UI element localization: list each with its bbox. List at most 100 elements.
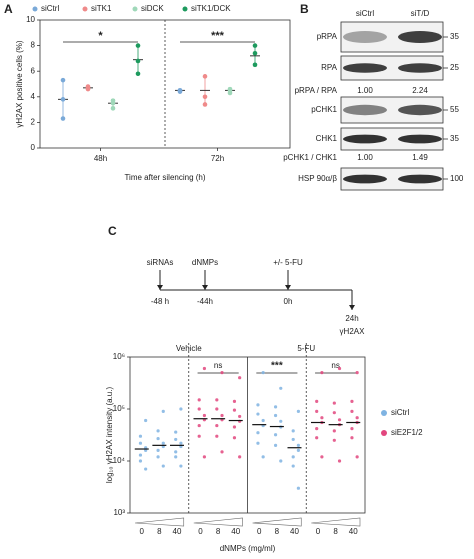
legend-marker	[82, 6, 88, 12]
band	[343, 63, 387, 73]
dose-wedge	[193, 517, 243, 527]
data-point	[273, 413, 278, 418]
panel-letter: B	[300, 2, 309, 16]
band	[398, 63, 442, 73]
data-point	[273, 405, 278, 409]
data-point	[355, 371, 359, 375]
data-point	[138, 441, 143, 445]
data-point	[252, 50, 258, 56]
data-point	[337, 459, 342, 463]
timeline: siRNAs -48 h dNMPs -44h +/- 5-FU 0h 24h γH2AX	[147, 258, 365, 336]
data-point	[279, 419, 283, 423]
data-point	[315, 426, 319, 431]
data-point	[350, 426, 354, 431]
significance-label: ns	[331, 361, 339, 370]
lane-label: siCtrl	[356, 9, 374, 18]
data-point	[291, 455, 295, 459]
y-tick-label: 10⁴	[113, 456, 126, 465]
data-point	[144, 418, 148, 423]
data-point	[320, 455, 324, 459]
legend-marker	[381, 410, 387, 416]
data-point	[85, 86, 91, 92]
data-point	[138, 434, 143, 438]
x-tick-label: 8	[216, 527, 221, 536]
data-point	[161, 464, 165, 468]
x-tick-label: 8	[157, 527, 162, 536]
y-tick-label: 0	[31, 143, 36, 152]
x-tick-label: 40	[231, 527, 240, 536]
data-point	[296, 443, 300, 447]
data-point	[315, 409, 319, 413]
x-axis-label: dNMPs (mg/ml)	[220, 544, 276, 553]
data-point	[256, 412, 260, 416]
data-point	[110, 106, 116, 111]
data-point	[279, 386, 283, 390]
y-tick-label: 6	[31, 66, 36, 75]
data-point	[261, 418, 265, 423]
ratio-value: 1.00	[357, 153, 373, 162]
y-axis-label: log₁₀ γH2AX intensity (a.u.)	[105, 387, 114, 484]
data-point	[138, 453, 143, 457]
arrow-head	[202, 285, 208, 290]
row-label: HSP 90α/β	[298, 174, 337, 183]
dose-wedge	[252, 517, 302, 527]
legend-label: siE2F1/2	[391, 428, 423, 437]
data-point	[174, 450, 178, 454]
marker-label: 25	[450, 63, 459, 72]
data-point	[202, 455, 206, 459]
data-point	[291, 464, 295, 468]
data-point	[215, 398, 219, 402]
data-point	[315, 399, 319, 404]
data-point	[215, 423, 219, 428]
data-point	[60, 116, 66, 121]
group-label: 5-FU	[297, 344, 315, 353]
data-point	[238, 376, 242, 380]
data-point	[232, 399, 237, 404]
data-point	[202, 413, 206, 418]
legend-label: siDCK	[141, 4, 164, 13]
panel-letter: C	[108, 224, 117, 238]
band	[398, 174, 442, 184]
significance-label: ***	[271, 361, 283, 372]
arrow-head	[285, 285, 291, 290]
data-point	[252, 62, 258, 68]
band	[343, 104, 387, 116]
legend-marker	[182, 6, 188, 12]
data-point	[232, 436, 237, 440]
data-point	[156, 429, 160, 433]
marker-label: 35	[450, 32, 459, 41]
data-point	[174, 437, 178, 442]
data-point	[60, 77, 66, 83]
data-point	[320, 416, 324, 420]
x-tick-label: 0	[140, 527, 145, 536]
legend-label: siCtrl	[41, 4, 59, 13]
marker-label: 35	[450, 134, 459, 143]
data-point	[337, 418, 342, 422]
data-point	[174, 455, 178, 459]
data-point	[232, 408, 237, 412]
x-tick-label: 8	[275, 527, 280, 536]
event-time: -44h	[197, 297, 213, 306]
legend-marker	[132, 6, 138, 12]
data-point	[138, 459, 143, 463]
event-label: +/- 5-FU	[273, 258, 303, 267]
data-point	[215, 434, 219, 438]
data-point	[291, 437, 295, 442]
data-point	[110, 100, 116, 106]
data-point	[135, 43, 141, 48]
arrow-head	[157, 285, 163, 290]
data-point	[202, 74, 208, 79]
data-point	[202, 94, 208, 100]
y-tick-label: 4	[31, 92, 36, 101]
y-axis-label: γH2AX positive cells (%)	[15, 40, 24, 127]
x-tick-label: 72h	[211, 154, 224, 163]
ratio-value: 1.00	[357, 86, 373, 95]
y-tick-label: 10⁶	[113, 352, 125, 361]
x-tick-label: 0	[316, 527, 321, 536]
data-point	[350, 399, 354, 404]
data-point	[355, 455, 359, 459]
band	[343, 31, 387, 43]
significance-label: *	[98, 30, 103, 42]
data-point	[296, 409, 300, 413]
data-point	[291, 429, 295, 433]
